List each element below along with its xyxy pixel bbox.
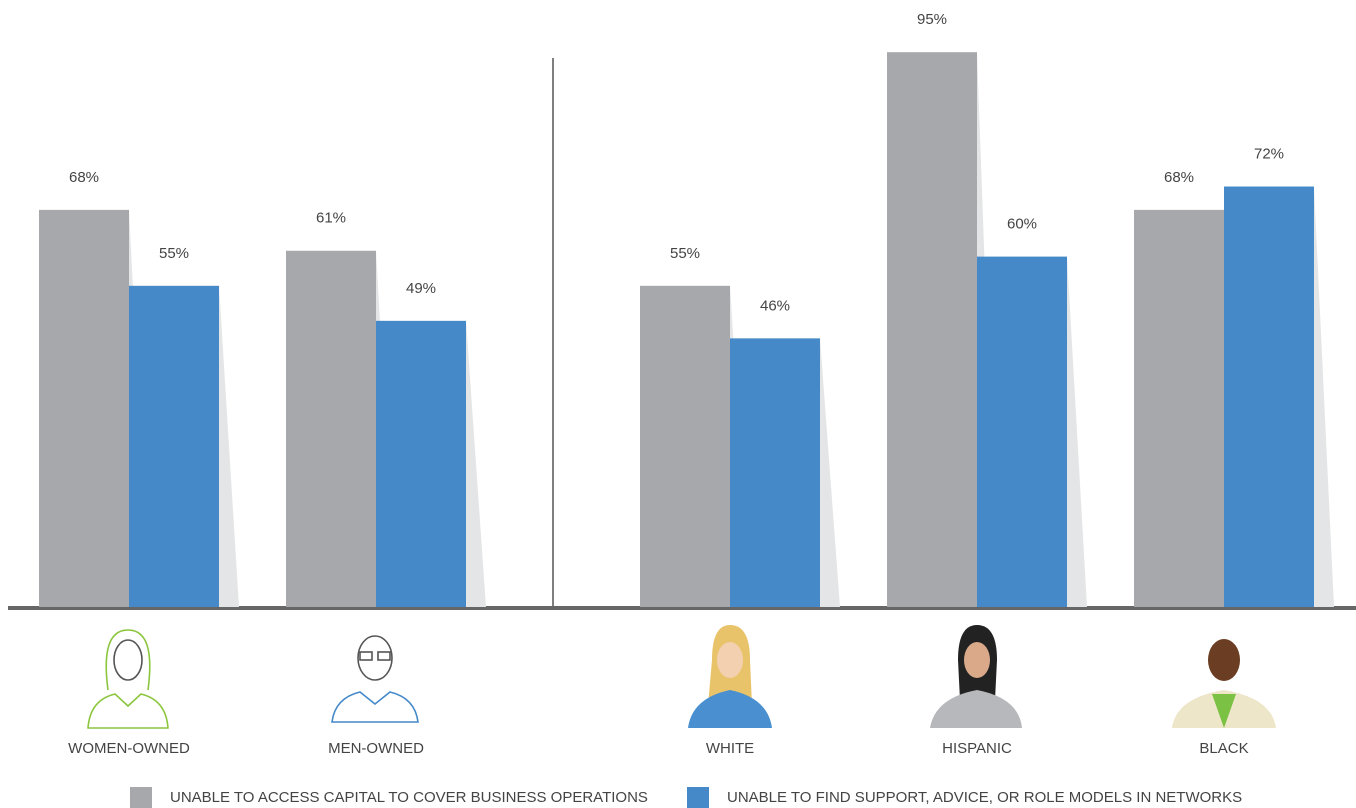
legend-label: UNABLE TO ACCESS CAPITAL TO COVER BUSINE… [170, 789, 648, 806]
x-tick-label: HISPANIC [942, 740, 1012, 757]
bar [887, 52, 977, 607]
value-label: 60% [1007, 216, 1037, 233]
legend-label: UNABLE TO FIND SUPPORT, ADVICE, OR ROLE … [727, 789, 1242, 806]
white-photo [688, 625, 772, 728]
bar [730, 338, 820, 607]
bar [129, 285, 219, 607]
value-label: 49% [406, 280, 436, 297]
bar [1134, 209, 1224, 607]
bar [376, 320, 466, 607]
bar-shadow [1314, 186, 1334, 607]
bar-shadow [219, 285, 239, 607]
bar [1224, 186, 1314, 607]
legend-swatch [687, 787, 709, 808]
bar-shadow [466, 320, 486, 607]
women-icon [87, 629, 169, 729]
x-tick-label: MEN-OWNED [328, 740, 424, 757]
bar-shadow [820, 338, 840, 607]
bar-shadow [1067, 256, 1087, 607]
value-label: 72% [1254, 145, 1284, 162]
men-icon [331, 635, 419, 723]
value-label: 68% [1164, 169, 1194, 186]
bar [286, 250, 376, 607]
bar [977, 256, 1067, 607]
value-label: 46% [760, 297, 790, 314]
x-tick-label: BLACK [1199, 740, 1248, 757]
value-label: 95% [917, 11, 947, 28]
value-label: 68% [69, 169, 99, 186]
x-tick-label: WHITE [706, 740, 754, 757]
bar [640, 285, 730, 607]
legend-swatch [130, 787, 152, 808]
value-label: 55% [670, 245, 700, 262]
hispanic-photo [930, 625, 1022, 728]
black-photo [1172, 639, 1276, 728]
x-tick-label: WOMEN-OWNED [68, 740, 190, 757]
value-label: 55% [159, 245, 189, 262]
bar [39, 209, 129, 607]
value-label: 61% [316, 210, 346, 227]
